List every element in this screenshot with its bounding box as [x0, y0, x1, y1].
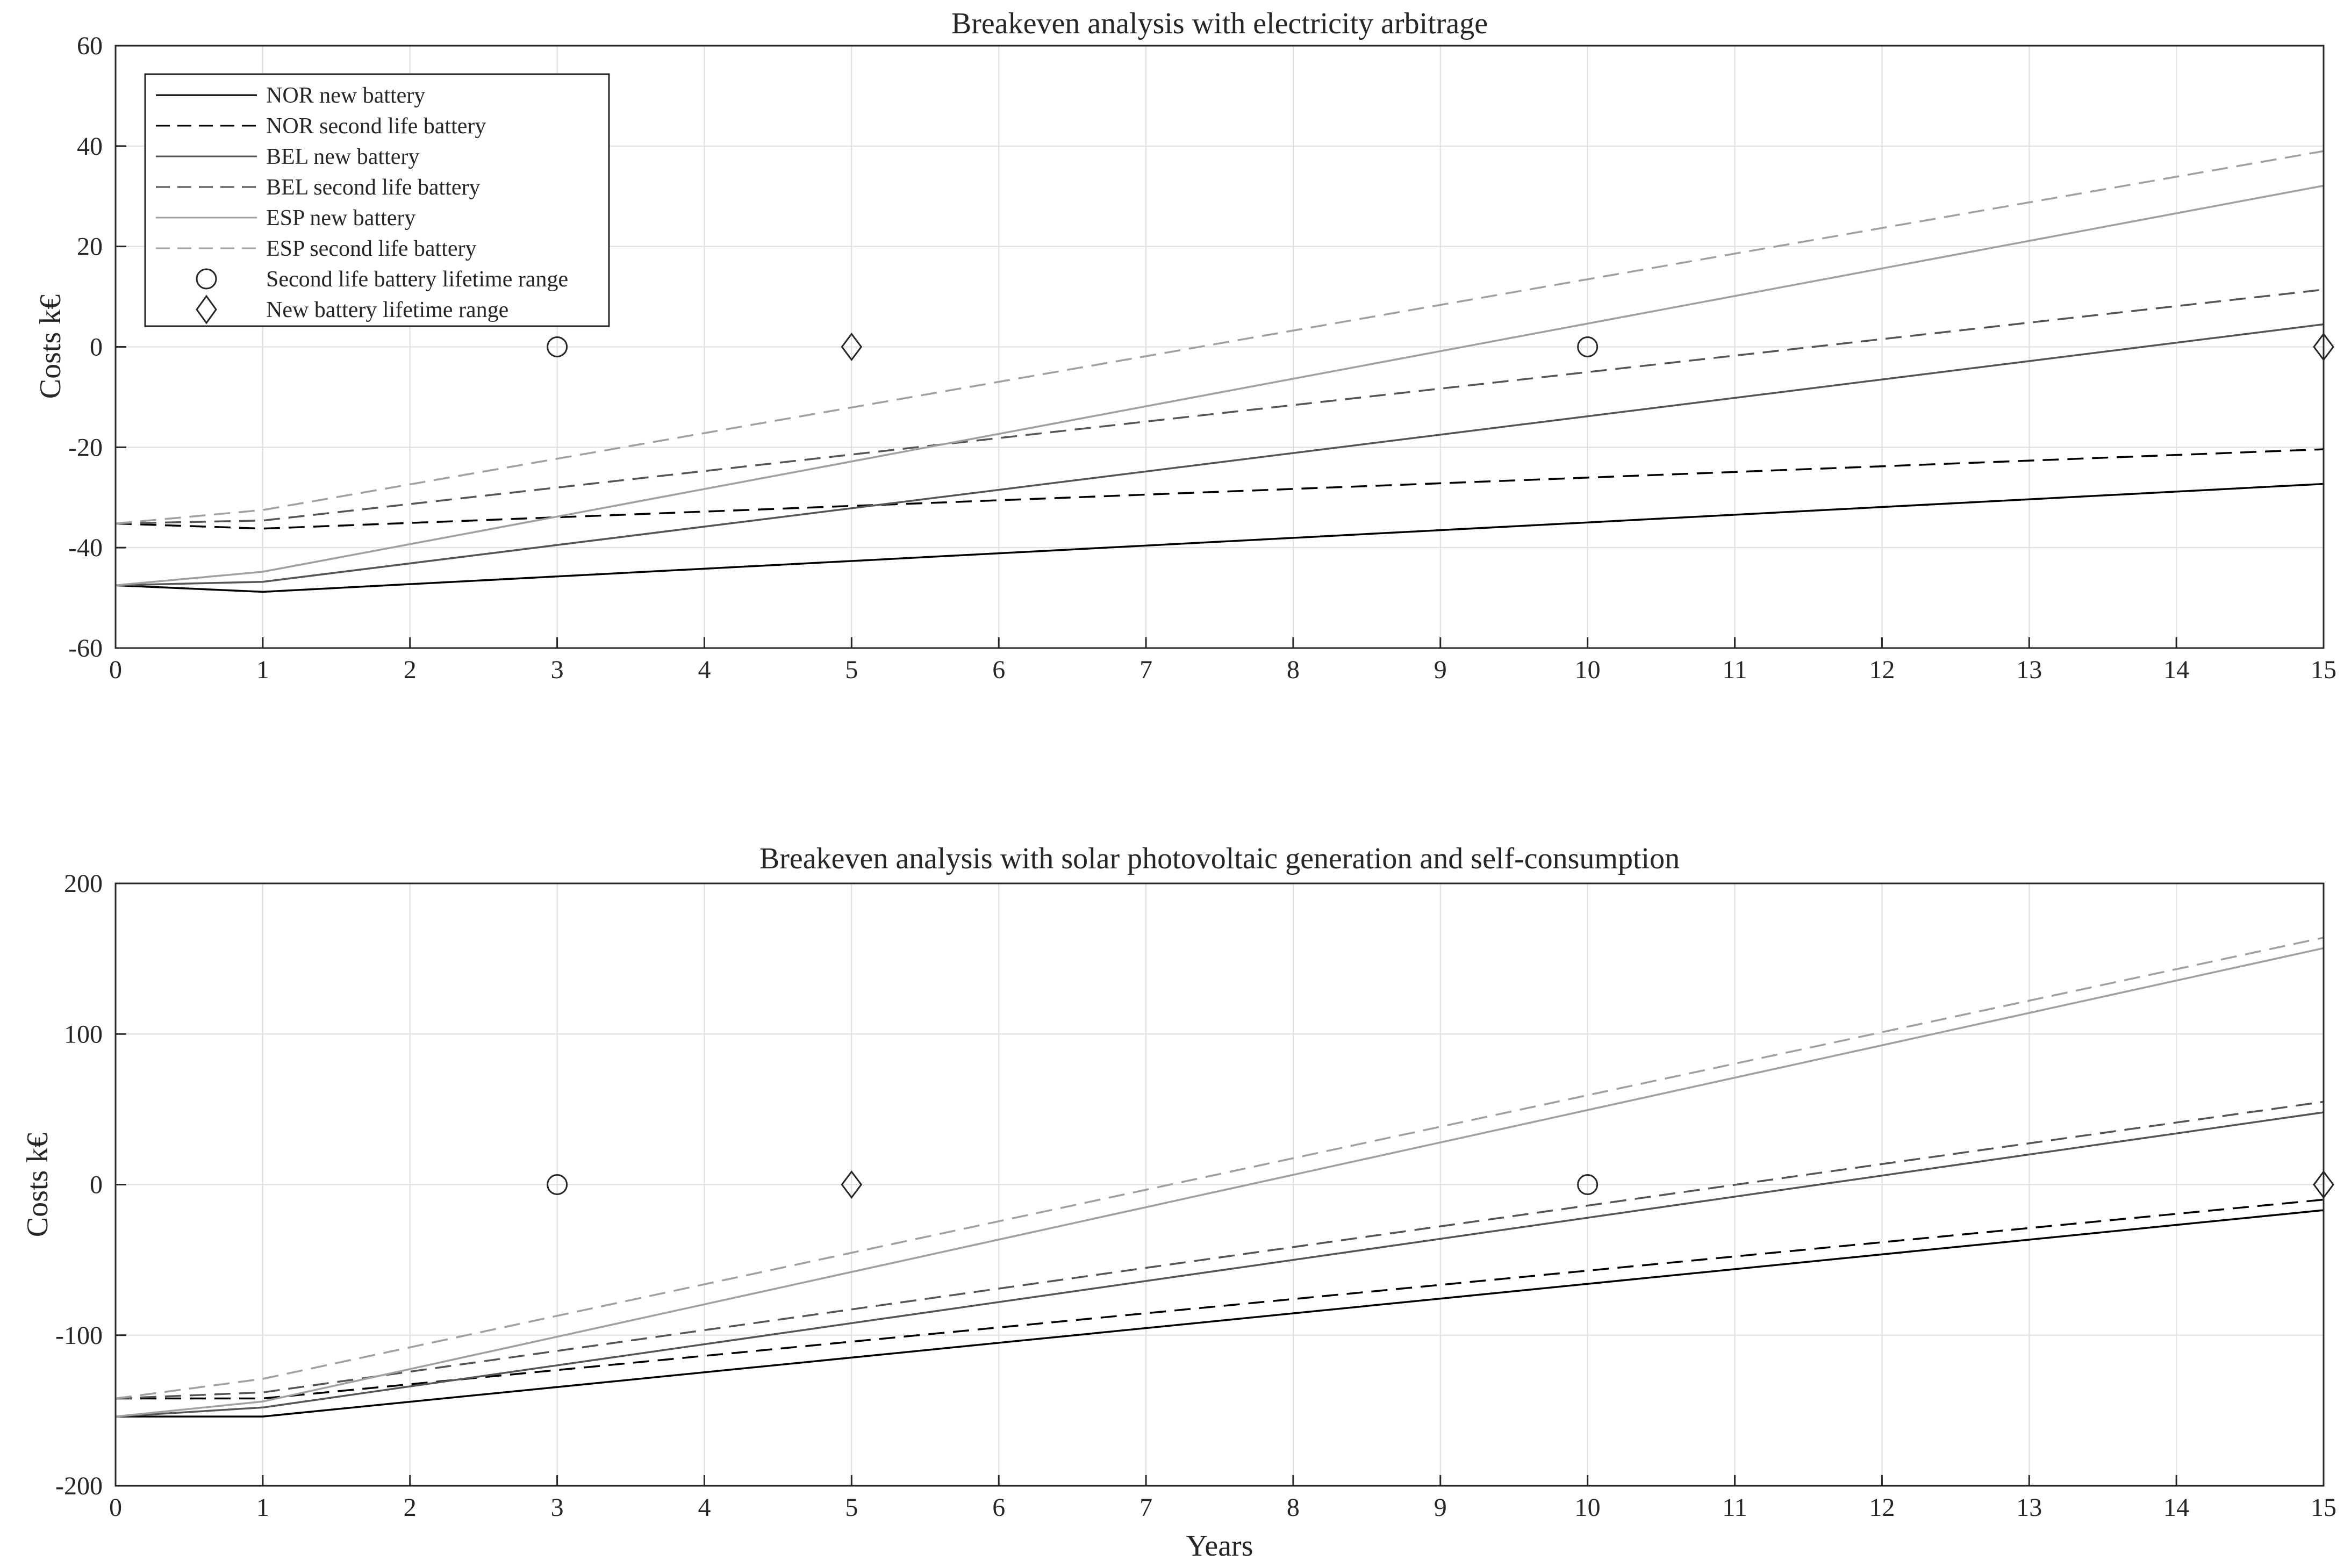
y-tick-label: -100: [55, 1321, 103, 1350]
marker-second-life-range: [1577, 1174, 1599, 1195]
x-tick-label: 15: [2311, 1493, 2336, 1522]
series-line-bel-second-life-battery: [115, 1101, 2324, 1400]
legend-label-nor-second-life: NOR second life battery: [266, 114, 486, 139]
marker-new-battery-range: [841, 1170, 863, 1199]
y-tick-label: -20: [68, 433, 103, 462]
marker-second-life-range: [547, 1174, 568, 1195]
x-tick-label: 13: [2016, 1493, 2042, 1522]
y-tick-label: 40: [77, 132, 103, 161]
y-tick-label: 60: [77, 32, 103, 60]
x-tick-label: 12: [1869, 656, 1895, 684]
x-tick-label: 8: [1287, 656, 1300, 684]
series-line-nor-new-battery: [116, 1209, 2324, 1418]
x-tick-label: 3: [551, 656, 564, 684]
x-tick-label: 10: [1575, 1493, 1601, 1522]
x-tick-label: 5: [845, 1493, 858, 1522]
x-tick-label: 7: [1139, 656, 1152, 684]
legend: NOR new battery NOR second life battery …: [144, 73, 610, 327]
x-tick-label: 10: [1575, 656, 1601, 684]
y-axis-label: Costs k€: [34, 294, 67, 399]
series-line-bel-new-battery: [115, 323, 2324, 586]
x-tick-label: 4: [698, 1493, 711, 1522]
legend-label-bel-new: BEL new battery: [266, 145, 419, 169]
series-line-esp-second-life-battery: [115, 150, 2324, 525]
x-tick-label: 8: [1287, 1493, 1300, 1522]
series-lines: [115, 150, 2324, 593]
y-tick-label: -60: [68, 634, 103, 663]
y-tick-label: -200: [55, 1472, 103, 1500]
x-tick-label: 7: [1139, 1493, 1152, 1522]
legend-box: [144, 73, 610, 327]
y-axis-label: Costs k€: [21, 1133, 54, 1238]
legend-swatch-second-life-range: [196, 268, 217, 290]
legend-label-new-battery-range: New battery lifetime range: [266, 298, 508, 322]
y-tick-label: 0: [90, 1171, 103, 1199]
legend-swatch-new-battery-range: [196, 294, 217, 325]
x-tick-label: 0: [109, 1493, 122, 1522]
x-tick-label: 1: [256, 656, 269, 684]
x-tick-label: 2: [404, 656, 417, 684]
legend-label-nor-new: NOR new battery: [266, 83, 425, 108]
x-axis-label: Years: [1186, 1529, 1253, 1563]
x-tick-label: 6: [992, 656, 1005, 684]
series-line-nor-second-life-battery: [115, 448, 2324, 530]
x-tick-label: 15: [2311, 656, 2336, 684]
series-line-esp-new-battery: [115, 184, 2324, 586]
marker-new-battery-range: [841, 333, 863, 361]
x-tick-label: 5: [845, 656, 858, 684]
x-tick-label: 2: [404, 1493, 417, 1522]
legend-label-esp-second-life: ESP second life battery: [266, 236, 477, 261]
series-line-esp-second-life-battery: [115, 937, 2324, 1400]
y-tick-label: 20: [77, 233, 103, 261]
series-lines: [115, 937, 2324, 1418]
series-line-esp-new-battery: [115, 947, 2324, 1418]
y-tick-label: 100: [64, 1020, 103, 1048]
legend-label-esp-new: ESP new battery: [266, 206, 415, 231]
x-tick-label: 3: [551, 1493, 564, 1522]
chart-title: Breakeven analysis with solar photovolta…: [759, 842, 1680, 875]
x-tick-label: 1: [256, 1493, 269, 1522]
series-line-bel-new-battery: [115, 1111, 2324, 1418]
x-tick-label: 13: [2016, 656, 2042, 684]
marker-second-life-range: [547, 336, 568, 357]
x-tick-label: 9: [1434, 1493, 1447, 1522]
x-tick-label: 14: [2163, 1493, 2189, 1522]
y-tick-label: 200: [64, 869, 103, 898]
chart-title: Breakeven analysis with electricity arbi…: [951, 7, 1488, 40]
x-tick-label: 11: [1722, 1493, 1747, 1522]
x-tick-label: 11: [1722, 656, 1747, 684]
marker-second-life-range: [1577, 336, 1599, 357]
legend-label-second-life-range: Second life battery lifetime range: [266, 267, 568, 292]
legend-label-bel-second-life: BEL second life battery: [266, 175, 480, 200]
x-tick-label: 9: [1434, 656, 1447, 684]
x-tick-label: 0: [109, 656, 122, 684]
x-tick-label: 14: [2163, 656, 2189, 684]
y-tick-label: -40: [68, 534, 103, 562]
x-tick-label: 4: [698, 656, 711, 684]
y-tick-label: 0: [90, 333, 103, 362]
series-line-nor-new-battery: [115, 483, 2324, 593]
x-tick-label: 6: [992, 1493, 1005, 1522]
x-tick-label: 12: [1869, 1493, 1895, 1522]
